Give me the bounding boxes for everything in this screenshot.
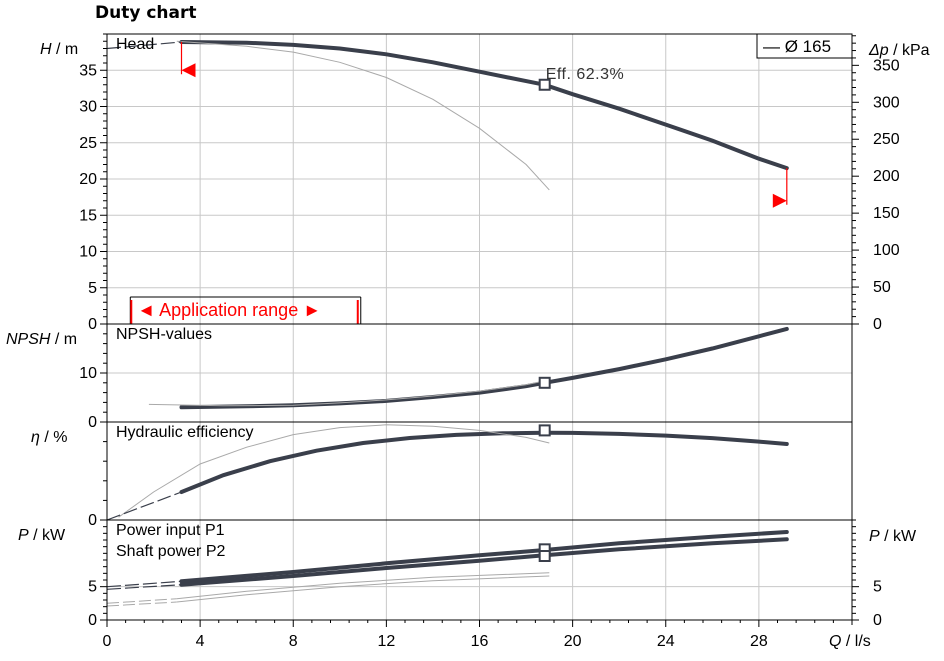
panel-head-right-tick-label: 350 [873, 57, 900, 74]
panel-power-faint-dashed-curve [106, 601, 177, 607]
panel-power-faint-curve [176, 575, 550, 603]
panel-power-shaft-power-p2-curve [179, 537, 789, 587]
panel-power-label: Shaft power P2 [116, 543, 226, 560]
panel-hydraulic-efficiency-main-curve [179, 430, 789, 494]
panel-head-right-tick-label: 300 [873, 94, 900, 111]
x-axis-tick-label: 20 [564, 633, 582, 650]
panel-head-left-tick-label: 25 [79, 135, 97, 152]
panel-head-operating-point-label: Eff. 62.3% [546, 66, 625, 83]
panel-npsh-values-main-curve [179, 326, 789, 410]
panel-power-right-tick-label: 5 [873, 579, 882, 596]
panel-hydraulic-efficiency-left-tick-label: 0 [88, 512, 97, 529]
chart-title: Duty chart [95, 3, 197, 23]
panel-hydraulic-efficiency-dashed-curve [106, 491, 182, 521]
panel-npsh-values-operating-point-marker [538, 376, 551, 389]
panel-power-dashed-curve [106, 580, 182, 588]
panel-head-left-tick-label: 20 [79, 171, 97, 188]
panel-hydraulic-efficiency-operating-point-marker [538, 424, 551, 437]
panel-head-application-limit-arrow [181, 63, 196, 78]
panel-head-main-curve [179, 40, 789, 171]
panel-head-left-tick-label: 35 [79, 62, 97, 79]
panel-head-dashed-curve [106, 41, 182, 50]
panel-power-left-tick-label: 0 [88, 612, 97, 629]
panel-power-right-ylabel: P / kW [869, 528, 917, 545]
panel-npsh-values-ylabel: NPSH / m [6, 331, 77, 348]
panel-power-right-tick-label: 0 [873, 612, 882, 629]
panel-hydraulic-efficiency-ylabel: η / % [31, 429, 67, 446]
panel-power-dashed-curve [106, 584, 182, 590]
panel-power-faint-curve [176, 572, 550, 600]
x-axis-tick-label: 0 [103, 633, 112, 650]
panel-head-right-tick-label: 250 [873, 131, 900, 148]
panel-head-left-tick-label: 30 [79, 99, 97, 116]
panel-head-right-ylabel: Δp / kPa [868, 42, 930, 59]
legend-entry: — Ø 165 [763, 37, 831, 56]
panel-head-operating-point-marker [538, 78, 551, 91]
panel-npsh-values-left-tick-label: 10 [79, 365, 97, 382]
x-axis-tick-label: 24 [657, 633, 675, 650]
panel-power-operating-point-marker [538, 550, 551, 562]
panel-power-power-input-p1-curve [179, 530, 789, 584]
panel-head-left-tick-label: 0 [88, 316, 97, 333]
panel-head-right-tick-label: 150 [873, 205, 900, 222]
x-axis-tick-label: 16 [471, 633, 489, 650]
legend-box [756, 33, 853, 59]
panel-head-right-tick-label: 50 [873, 279, 891, 296]
panel-npsh-values-label: NPSH-values [116, 326, 212, 343]
panel-head-label: Head [116, 36, 154, 53]
panel-head-ylabel: H / m [40, 41, 78, 58]
panel-head-right-tick-label: 100 [873, 242, 900, 259]
application-range-label: ◄ Application range ► [137, 300, 321, 320]
panel-head-right-tick-label: 0 [873, 316, 882, 333]
panel-head-left-tick-label: 15 [79, 207, 97, 224]
x-axis-tick-label: 12 [377, 633, 395, 650]
panel-power-ylabel: P / kW [18, 527, 66, 544]
panel-power-faint-dashed-curve [106, 598, 177, 604]
panel-head-left-tick-label: 10 [79, 244, 97, 261]
panel-npsh-values-faint-curve [148, 379, 550, 407]
panel-npsh-values-left-tick-label: 0 [88, 414, 97, 431]
panel-power-left-tick-label: 5 [88, 579, 97, 596]
panel-head-left-tick-label: 5 [88, 280, 97, 297]
x-axis-tick-label: 28 [750, 633, 768, 650]
panel-head-right-tick-label: 200 [873, 168, 900, 185]
panel-hydraulic-efficiency-faint-curve [118, 424, 550, 518]
panel-head-faint-curve [176, 40, 550, 191]
panel-power-label: Power input P1 [116, 522, 225, 539]
x-axis-label: Q / l/s [829, 633, 871, 650]
panel-hydraulic-efficiency-label: Hydraulic efficiency [116, 424, 254, 441]
x-axis-tick-label: 8 [289, 633, 298, 650]
x-axis-tick-label: 4 [196, 633, 205, 650]
panel-head-application-limit-arrow [772, 193, 787, 208]
